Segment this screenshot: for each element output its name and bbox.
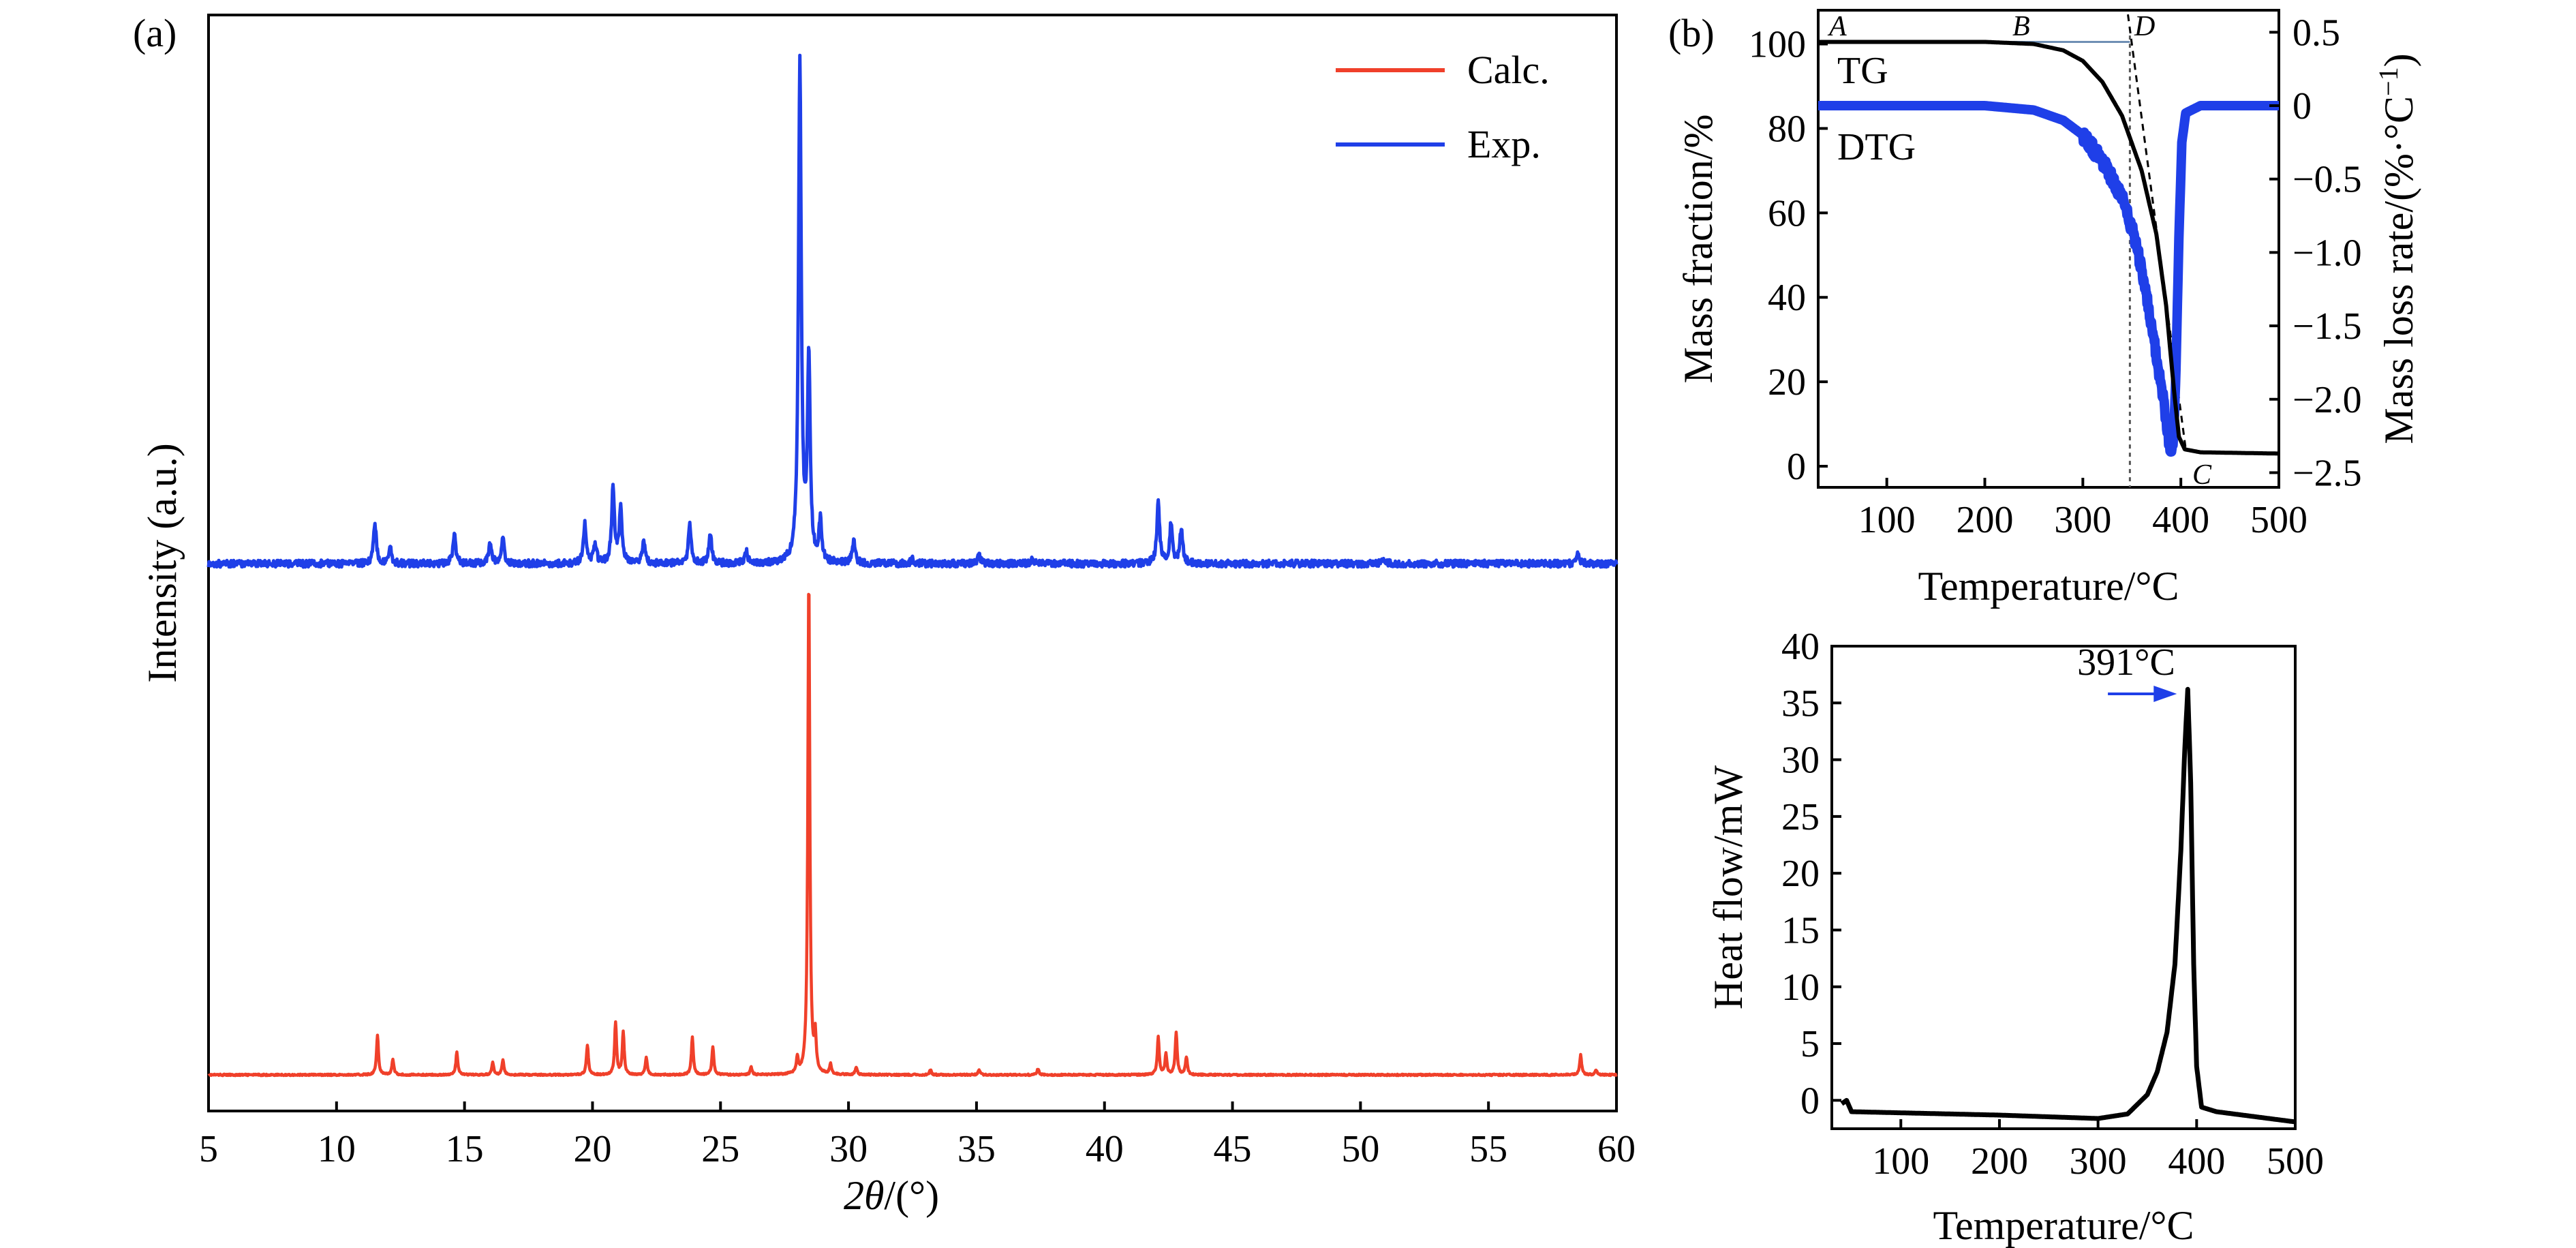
y-c-tick-label: 15: [1781, 909, 1820, 952]
y-left-b-tick-label: 20: [1768, 361, 1806, 404]
x-c-tick-label: 200: [1971, 1140, 2028, 1183]
x-c-tick-label: 300: [2070, 1140, 2127, 1183]
x-a-tick-label: 5: [199, 1128, 218, 1170]
y-left-b-tick-label: 60: [1768, 192, 1806, 234]
series-exp: [206, 53, 1619, 569]
x-axis-label-b-top: Temperature/°C: [1918, 564, 2179, 609]
peak-arrow: [2108, 685, 2177, 702]
x-ticks-a: 5 10 15 20 25 30 35 40 45 50 55 60: [199, 1101, 1636, 1170]
x-b-tick-label: 400: [2152, 499, 2209, 541]
point-label-d: D: [2134, 11, 2155, 42]
y-left-b-tick-label: 100: [1749, 24, 1806, 66]
y-right-b-tick-label: −0.5: [2293, 159, 2362, 201]
tg-dtg-traces: [1813, 40, 2284, 457]
y-left-b-tick-label: 0: [1787, 446, 1806, 488]
y-left-b-tick-label: 80: [1768, 108, 1806, 150]
y-axis-label-right-b: Mass loss rate/(%·°C−1): [2373, 53, 2421, 444]
legend: Calc. Exp.: [1336, 48, 1550, 166]
y-right-b-tick-label: 0: [2293, 85, 2312, 127]
dtg-label: DTG: [1837, 126, 1916, 168]
x-a-tick-label: 10: [318, 1128, 356, 1170]
xrd-traces: [206, 53, 1619, 1078]
plot-frame-b-bottom: [1830, 645, 2297, 1130]
panel-a: (a) 5 10 15 20 25 30 35 40 45 50 55 60 2θ/(°) Inten…: [133, 11, 1636, 1218]
dtg-curve: [1813, 101, 2284, 457]
panel-a-label: (a): [133, 11, 177, 55]
x-a-tick-label: 55: [1469, 1128, 1507, 1170]
x-a-tick-label: 25: [701, 1128, 739, 1170]
y-c-tick-label: 25: [1781, 796, 1820, 838]
y-c-tick-label: 40: [1781, 626, 1820, 668]
x-b-tick-label: 300: [2054, 499, 2111, 541]
panel-b-label: (b): [1668, 11, 1715, 55]
y-axis-label-b-bottom: Heat flow/mW: [1706, 765, 1751, 1010]
x-b-tick-label: 100: [1858, 499, 1916, 541]
tg-curve: [1817, 40, 2280, 456]
x-c-tick-label: 500: [2267, 1140, 2324, 1183]
y-right-b-tick-label: −2.0: [2293, 379, 2362, 421]
legend-label-calc: Calc.: [1467, 48, 1550, 92]
y-right-b-tick-label: −1.0: [2293, 232, 2362, 274]
x-b-tick-label: 500: [2250, 499, 2307, 541]
y-c-tick-label: 0: [1800, 1080, 1820, 1122]
y-c-tick-label: 30: [1781, 740, 1820, 782]
heat-flow-curve: [1839, 686, 2297, 1125]
heat-flow-trace: [1839, 686, 2297, 1125]
arrow-head: [2153, 685, 2177, 702]
x-a-tick-label: 30: [829, 1128, 868, 1170]
x-a-tick-label: 50: [1341, 1128, 1379, 1170]
x-c-tick-label: 100: [1872, 1140, 1929, 1183]
y-left-b-tick-label: 40: [1768, 277, 1806, 319]
y-c-tick-label: 20: [1781, 853, 1820, 895]
point-label-a: A: [1827, 11, 1847, 42]
plot-frame-b-top: [1817, 9, 2280, 489]
point-label-b: B: [2012, 11, 2030, 42]
y-c-tick-label: 35: [1781, 682, 1820, 725]
x-a-tick-label: 45: [1214, 1128, 1252, 1170]
point-label-c: C: [2192, 459, 2212, 491]
x-a-tick-label: 20: [573, 1128, 611, 1170]
y-right-b-tick-label: 0.5: [2293, 12, 2340, 54]
x-b-tick-label: 200: [1957, 499, 2014, 541]
y-right-b-tick-label: −2.5: [2293, 452, 2362, 494]
peak-temperature-label: 391°C: [2077, 641, 2175, 684]
x-axis-label-a: 2θ/(°): [844, 1173, 939, 1218]
panel-b-top: (b) 100 200 300 400 500 0 20 40 60 80 100 0.5 0 −0.5 −…: [1668, 9, 2421, 609]
y-axis-label-left-b: Mass fraction/%: [1676, 115, 1721, 384]
ticks-b-bottom: 100 200 300 400 500 0 5 10 15 20 25 30 35 40: [1781, 626, 2324, 1183]
x-c-tick-label: 400: [2168, 1140, 2225, 1183]
x-a-tick-label: 15: [446, 1128, 484, 1170]
tg-label: TG: [1837, 50, 1888, 92]
panel-b-bottom: 100 200 300 400 500 0 5 10 15 20 25 30 35 40 391°C Te…: [1706, 626, 2324, 1248]
x-a-tick-label: 35: [957, 1128, 996, 1170]
y-c-tick-label: 5: [1800, 1023, 1820, 1065]
y-axis-label-a: Intensity (a.u.): [140, 443, 185, 683]
legend-label-exp: Exp.: [1467, 122, 1541, 166]
x-axis-label-b-bottom: Temperature/°C: [1933, 1203, 2194, 1248]
ticks-b-top: 100 200 300 400 500 0 20 40 60 80 100 0.5 0 −0.5 −1.0 −…: [1749, 12, 2362, 541]
series-calc: [207, 592, 1618, 1078]
x-a-tick-label: 40: [1086, 1128, 1124, 1170]
x-a-tick-label: 60: [1597, 1128, 1636, 1170]
y-c-tick-label: 10: [1781, 967, 1820, 1009]
y-right-b-tick-label: −1.5: [2293, 305, 2362, 348]
